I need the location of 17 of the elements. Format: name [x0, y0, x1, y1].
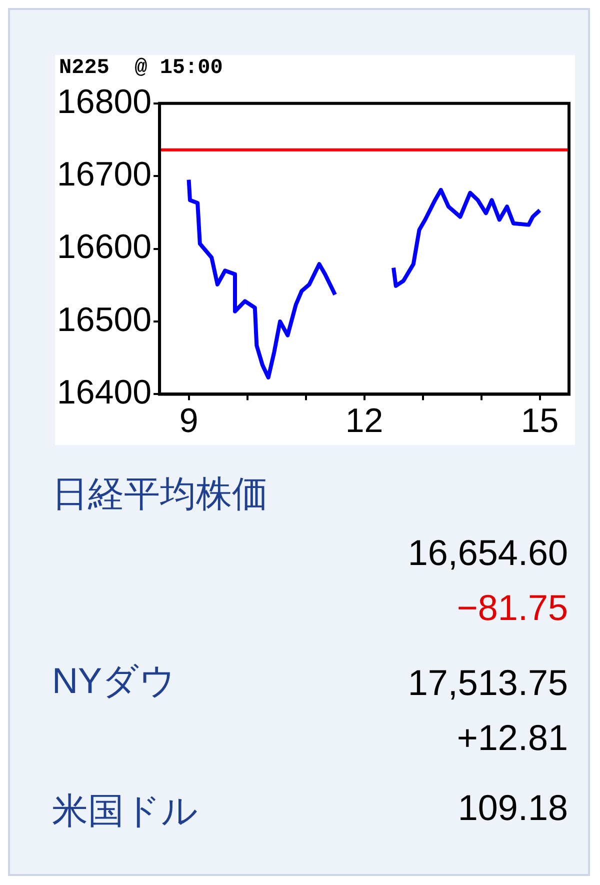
text: 米国ドル	[52, 789, 198, 833]
y-tick-label: 16800	[57, 82, 152, 121]
y-tick-label: 16700	[57, 155, 152, 194]
text: +12.81	[456, 717, 568, 759]
x-tick-label: 15	[520, 402, 559, 440]
text: 109.18	[458, 787, 568, 829]
y-tick-label: 16600	[57, 228, 152, 266]
y-tick-label: 16500	[57, 300, 152, 339]
text: 17,513.75	[408, 662, 568, 704]
text: NYダウ	[52, 659, 176, 703]
x-tick-label: 9	[179, 402, 198, 440]
text: −81.75	[456, 587, 568, 629]
y-tick-label: 16400	[57, 374, 152, 412]
x-tick-label: 12	[345, 402, 384, 440]
text: 日経平均株価	[52, 472, 268, 516]
chart-title: N225 @ 15:00	[59, 57, 223, 80]
text: 16,654.60	[408, 532, 568, 574]
